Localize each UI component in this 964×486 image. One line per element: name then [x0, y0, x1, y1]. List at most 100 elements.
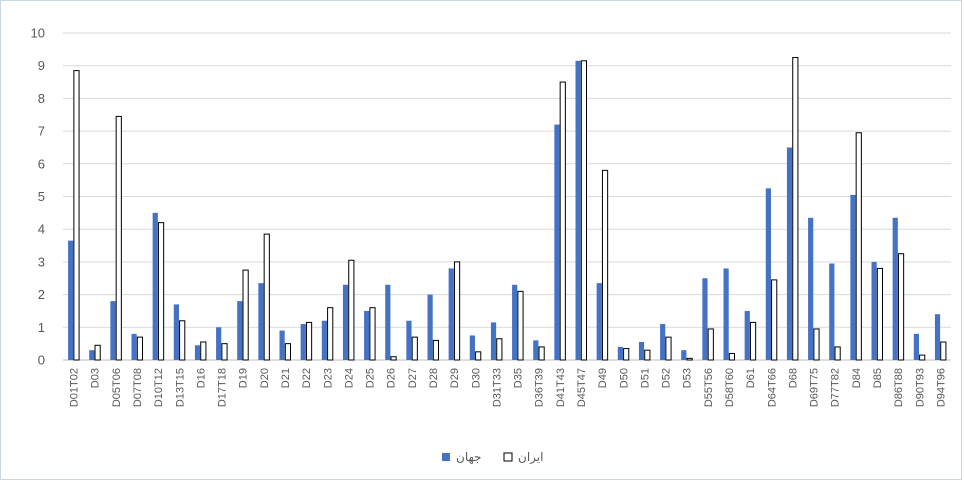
bar-iran-d07t08 — [136, 336, 144, 361]
bar-iran-d36t39 — [538, 346, 545, 361]
x-tick-label: D21 — [280, 368, 292, 388]
bar-iran-d25 — [369, 307, 376, 361]
y-tick-label: 8 — [38, 91, 45, 106]
bar-world-d35 — [512, 284, 518, 360]
legend-label-world: جهان — [456, 450, 481, 464]
bar-iran-d77t82 — [834, 346, 841, 361]
x-tick-label: D24 — [343, 368, 355, 388]
bar-iran-d69t75 — [813, 328, 820, 361]
bar-iran-d55t56 — [707, 328, 714, 361]
bar-iran-d24 — [348, 259, 355, 361]
bar-world-d13t15 — [173, 304, 179, 360]
legend-swatch-world — [442, 453, 450, 461]
bar-world-d36t39 — [533, 340, 539, 360]
bar-world-d07t08 — [131, 333, 137, 360]
x-tick-label: D55T56 — [703, 368, 715, 407]
bar-world-d49 — [596, 283, 602, 360]
bar-world-d22 — [300, 324, 306, 360]
bar-world-d20 — [258, 283, 264, 360]
bar-iran-d50 — [623, 348, 630, 361]
bar-iran-d31t33 — [496, 338, 503, 361]
bar-iran-d58t60 — [728, 352, 735, 361]
x-tick-label: D64T66 — [766, 368, 778, 407]
bar-world-d52 — [660, 324, 666, 360]
x-tick-label: D61 — [745, 368, 757, 388]
x-tick-label: D25 — [365, 368, 377, 388]
x-tick-label: D86T88 — [893, 368, 905, 407]
x-tick-label: D20 — [259, 368, 271, 388]
bar-world-d41t43 — [554, 124, 560, 360]
bar-iran-d21 — [284, 343, 291, 361]
bar-iran-d22 — [305, 321, 313, 361]
bar-iran-d90t93 — [919, 354, 926, 361]
bar-iran-d19 — [242, 269, 249, 361]
bar-world-d27 — [406, 320, 412, 360]
y-tick-label: 4 — [38, 222, 45, 237]
bar-iran-d49 — [601, 169, 609, 361]
x-tick-label: D01T02 — [69, 368, 81, 407]
bar-iran-d68 — [792, 57, 799, 361]
y-tick-label: 9 — [38, 58, 45, 73]
x-tick-label: D84 — [851, 368, 863, 388]
x-tick-label: D16 — [195, 368, 207, 388]
x-tick-label: D41T43 — [555, 368, 567, 407]
x-tick-label: D28 — [428, 368, 440, 388]
x-tick-label: D17T18 — [217, 368, 229, 407]
bar-world-d29 — [448, 268, 454, 360]
bar-world-d61 — [744, 310, 750, 360]
x-tick-label: D53 — [682, 368, 694, 388]
y-tick-label: 7 — [38, 124, 45, 139]
bar-iran-d85 — [876, 267, 883, 361]
x-tick-label: D51 — [639, 368, 651, 388]
bar-world-d94t96 — [934, 314, 941, 360]
x-tick-label: D22 — [301, 368, 313, 388]
bar-iran-d51 — [644, 349, 651, 361]
x-tick-label: D07T08 — [132, 368, 144, 407]
x-tick-label: D69T75 — [809, 368, 821, 407]
gridlines — [63, 32, 951, 361]
legend-swatch-iran — [503, 452, 513, 462]
bar-iran-d28 — [432, 339, 439, 361]
bar-iran-d01t02 — [73, 70, 80, 361]
bar-iran-d03 — [94, 344, 101, 361]
bar-world-d90t93 — [913, 333, 919, 360]
x-tick-label: D58T60 — [724, 368, 736, 407]
bar-iran-d10t12 — [157, 222, 165, 361]
bar-world-d10t12 — [152, 212, 158, 360]
bar-world-d50 — [617, 346, 623, 360]
bar-iran-d61 — [749, 321, 757, 361]
x-tick-label: D31T33 — [491, 368, 503, 407]
legend-label-iran: ایران — [518, 450, 543, 464]
bar-iran-d35 — [517, 290, 524, 361]
x-tick-label: D50 — [618, 368, 630, 388]
bar-world-d84 — [850, 194, 856, 360]
bar-world-d25 — [364, 310, 370, 360]
x-axis: D01T02 D03 D05T06 D07T08 D10T12 D13T15 D16 D17T… — [69, 368, 948, 407]
bar-world-d28 — [427, 294, 433, 360]
bar-iran-d29 — [453, 261, 461, 361]
y-tick-label: 2 — [38, 287, 45, 302]
x-tick-label: D23 — [322, 368, 334, 388]
bar-world-d24 — [342, 284, 349, 360]
bar-world-d69t75 — [808, 217, 814, 360]
bar-iran-d05t06 — [115, 115, 122, 361]
bar-iran-d52 — [665, 336, 672, 361]
bar-iran-d84 — [855, 132, 862, 361]
y-tick-label: 5 — [38, 189, 45, 204]
bar-iran-d86t88 — [897, 253, 905, 361]
bar-world-d53 — [681, 350, 687, 360]
x-tick-label: D10T12 — [153, 368, 165, 407]
x-tick-label: D68 — [787, 368, 799, 388]
bar-iran-d16 — [200, 341, 207, 361]
bar-world-d30 — [469, 335, 475, 360]
bar-iran-d26 — [390, 356, 397, 361]
x-tick-label: D13T15 — [174, 368, 186, 407]
bar-world-d03 — [89, 350, 95, 360]
bar-world-d51 — [638, 342, 645, 360]
y-tick-label: 6 — [38, 156, 45, 171]
bar-world-d23 — [321, 320, 327, 360]
legend: جهان ایران — [442, 450, 543, 464]
x-tick-label: D36T39 — [534, 368, 546, 407]
